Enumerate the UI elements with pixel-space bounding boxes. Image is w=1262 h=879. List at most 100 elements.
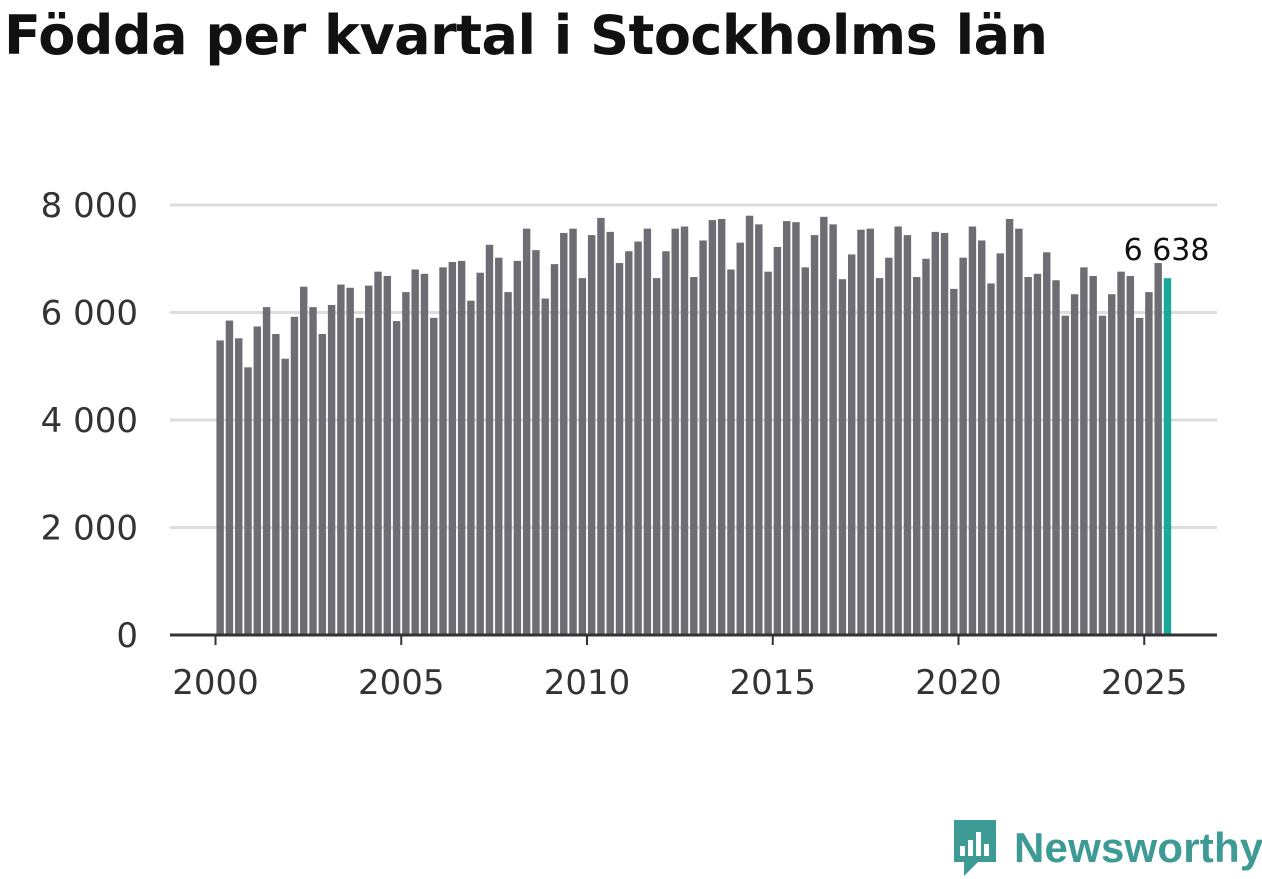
bar <box>717 218 726 635</box>
bar <box>912 277 921 635</box>
bar <box>1043 252 1051 636</box>
bar <box>1154 263 1162 635</box>
bar <box>290 316 299 635</box>
bar <box>476 272 484 635</box>
bar <box>699 240 707 635</box>
bar <box>829 224 837 635</box>
bar <box>1135 317 1144 635</box>
bar <box>1117 271 1125 635</box>
bar <box>940 232 949 635</box>
bar <box>1005 218 1014 635</box>
bar <box>374 271 382 635</box>
bar <box>745 215 754 635</box>
y-tick-label: 4 000 <box>41 401 138 441</box>
bar <box>615 263 624 635</box>
bar <box>885 257 893 635</box>
bar <box>244 367 252 635</box>
bar <box>671 228 679 635</box>
bar <box>755 224 763 635</box>
bar <box>847 254 856 635</box>
bar <box>1145 292 1153 635</box>
bar <box>541 298 549 635</box>
bar <box>1052 280 1060 635</box>
bar <box>513 260 522 635</box>
bar <box>327 304 336 635</box>
bar <box>569 228 577 635</box>
bars <box>216 215 1172 636</box>
bar <box>355 317 364 635</box>
bar <box>1108 294 1116 635</box>
bar <box>736 242 744 635</box>
bar <box>838 279 847 635</box>
bar <box>587 235 596 635</box>
bar <box>1061 315 1070 635</box>
bar <box>522 228 531 635</box>
bar <box>634 241 642 636</box>
bar <box>643 228 652 635</box>
bar <box>922 258 930 635</box>
bar <box>467 300 475 635</box>
bar <box>439 267 447 635</box>
bar <box>727 269 735 635</box>
highlight-value-label: 6 638 <box>1124 233 1210 268</box>
x-tick-label: 2005 <box>358 663 445 703</box>
bar <box>272 334 280 635</box>
bar <box>606 231 614 635</box>
brand-name: Newsworthy <box>1014 824 1262 871</box>
bar <box>532 250 540 635</box>
bar <box>457 260 466 635</box>
bar <box>318 334 327 635</box>
x-tick-label: 2025 <box>1101 663 1188 703</box>
bar <box>764 271 772 635</box>
bar <box>996 253 1005 635</box>
bar <box>485 244 494 635</box>
bar <box>801 267 809 635</box>
bar <box>448 261 457 635</box>
bar <box>392 321 401 635</box>
bar <box>235 338 243 635</box>
bar <box>253 326 262 635</box>
bar <box>300 286 308 635</box>
bar <box>652 278 661 635</box>
bar <box>430 317 438 635</box>
bar <box>495 257 503 635</box>
bar <box>810 235 819 635</box>
bar <box>978 240 986 635</box>
bar <box>894 226 902 635</box>
bar <box>820 216 828 635</box>
bar <box>1015 228 1023 635</box>
bar <box>216 340 224 635</box>
axes <box>170 633 1217 645</box>
labels: 0 2 000 4 000 6 000 8 000 6 638 2000 2005 2010 20… <box>41 186 1210 703</box>
bar <box>1126 275 1135 635</box>
bar <box>225 320 234 635</box>
bar <box>931 231 939 635</box>
newsworthy-logo-icon <box>954 820 996 876</box>
bar <box>262 307 271 635</box>
x-tick-label: 2000 <box>172 663 259 703</box>
x-tick-label: 2015 <box>729 663 816 703</box>
bar <box>411 269 419 635</box>
y-tick-label: 2 000 <box>41 509 138 549</box>
bar <box>625 251 633 635</box>
bar <box>365 285 373 635</box>
bar <box>903 235 912 635</box>
bar <box>578 278 587 635</box>
bar <box>1070 294 1079 635</box>
bar <box>1080 267 1088 635</box>
brand[interactable]: Newsworthy <box>950 818 1262 878</box>
bar <box>875 278 884 635</box>
bar-highlight <box>1163 278 1172 635</box>
bar <box>690 277 698 635</box>
bar <box>773 246 782 636</box>
bar <box>504 292 512 635</box>
bar <box>346 287 354 635</box>
bar <box>950 288 958 635</box>
x-tick-label: 2020 <box>915 663 1002 703</box>
bar <box>1098 315 1107 635</box>
chart-title: Födda per kvartal i Stockholms län <box>4 4 1048 67</box>
bar <box>1033 273 1042 635</box>
bar <box>708 220 717 636</box>
bar <box>597 217 605 635</box>
